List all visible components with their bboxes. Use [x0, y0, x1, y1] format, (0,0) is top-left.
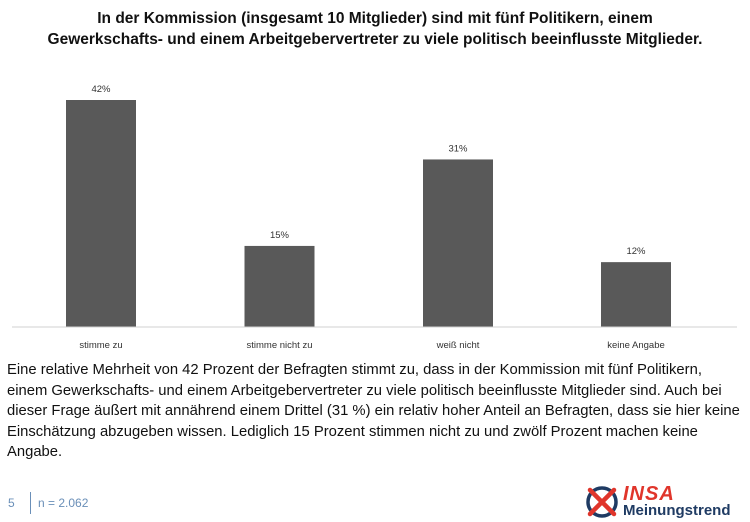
bar-3 [601, 262, 671, 327]
footer-divider [30, 492, 31, 514]
logo-mark-icon [586, 486, 618, 518]
category-label-0: stimme zu [79, 340, 122, 351]
category-label-2: weiß nicht [436, 340, 480, 351]
description-text: Eine relative Mehrheit von 42 Prozent de… [7, 362, 740, 460]
chart-title: In der Kommission (insgesamt 10 Mitglied… [47, 10, 703, 48]
labels-layer: 42% stimme zu 15% stimme nicht zu 31% weiß ni… [79, 84, 664, 351]
footer: 5 n = 2.062 INSA Meinungstrend [0, 482, 750, 522]
data-label-2: 31% [448, 143, 468, 154]
data-label-1: 15% [270, 230, 290, 241]
logo-subtitle: Meinungstrend [623, 502, 731, 519]
data-label-3: 12% [626, 246, 646, 257]
insa-logo: INSA Meinungstrend [585, 483, 745, 522]
category-label-1: stimme nicht zu [247, 340, 313, 351]
page-number: 5 [8, 496, 15, 510]
bar-chart: 42% stimme zu 15% stimme nicht zu 31% weiß ni… [12, 84, 737, 351]
category-label-3: keine Angabe [607, 340, 665, 351]
bar-0 [66, 100, 136, 327]
sample-size: n = 2.062 [38, 496, 89, 510]
data-label-0: 42% [91, 84, 111, 95]
bar-1 [244, 245, 315, 327]
logo-wordmark: INSA [623, 483, 675, 505]
bars-layer [66, 100, 671, 327]
bar-2 [423, 159, 493, 327]
